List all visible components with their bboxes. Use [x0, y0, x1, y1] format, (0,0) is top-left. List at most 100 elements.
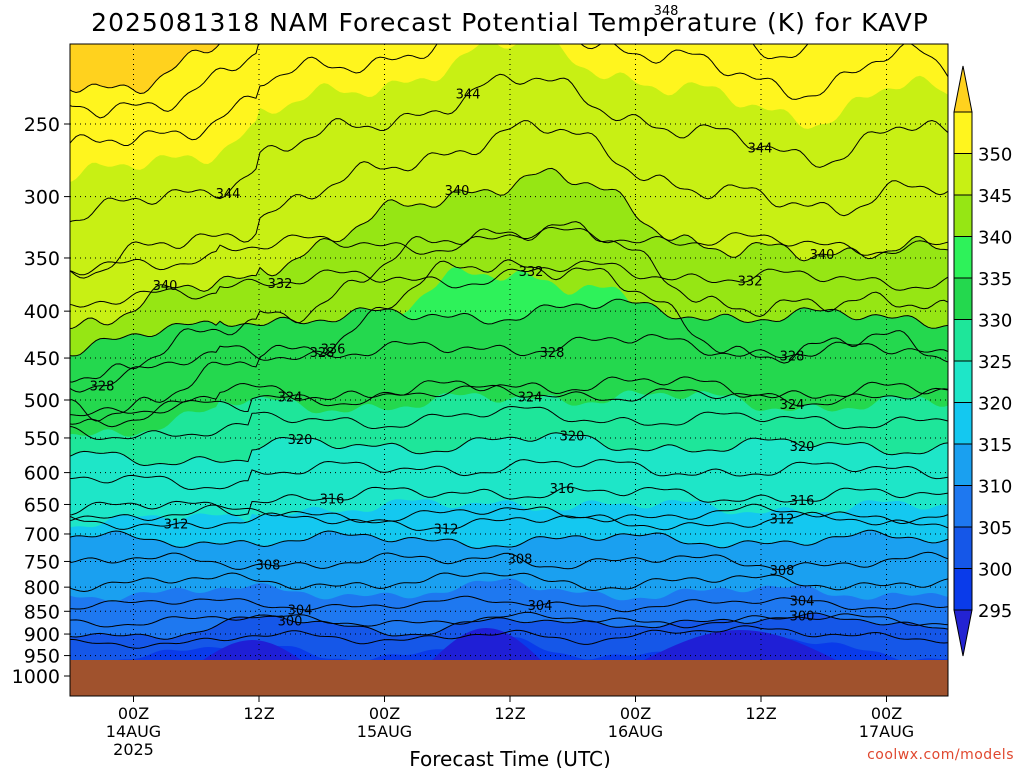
colorbar-box	[953, 277, 973, 320]
x-tick-label-time: 00Z	[118, 704, 149, 723]
contour-label: 324	[278, 390, 303, 405]
y-tick-label: 650	[24, 494, 60, 516]
isotherm-line	[70, 625, 948, 649]
colorbar-box	[953, 319, 973, 362]
colorbar-label: 325	[978, 352, 1012, 373]
isotherm-line	[70, 333, 948, 393]
isotherm-line	[70, 298, 948, 357]
colorbar-label: 310	[978, 477, 1012, 498]
colorbar-triangle-high	[953, 65, 973, 113]
contour-label: 344	[748, 142, 773, 157]
isotherm-line	[70, 44, 948, 146]
contour-label: 312	[164, 518, 189, 533]
contour-label: 328	[780, 349, 805, 364]
contour-label: 320	[790, 440, 815, 455]
grid-lines	[70, 44, 948, 696]
colorbar-box	[953, 443, 973, 486]
cold-pool	[640, 630, 870, 662]
x-tick-label-date: 16AUG	[608, 722, 663, 741]
contour-label: 332	[519, 265, 544, 280]
colorbar-label: 335	[978, 269, 1012, 290]
y-tick-label: 700	[24, 524, 60, 546]
x-tick-label-date: 17AUG	[859, 722, 914, 741]
contour-label: 300	[790, 609, 815, 624]
colorbar-label: 350	[978, 145, 1012, 166]
colorbar-label: 330	[978, 311, 1012, 332]
contour-label: 300	[278, 614, 303, 629]
contour-label: 332	[738, 274, 763, 289]
contour-label: 316	[790, 494, 815, 509]
isotherm-line	[70, 486, 948, 517]
y-tick-label: 500	[24, 390, 60, 412]
contour-label: 340	[445, 184, 470, 199]
colorbar-box	[953, 568, 973, 611]
contour-label: 340	[810, 248, 835, 263]
isotherm-line	[70, 44, 221, 95]
colorbar-box	[953, 153, 973, 196]
y-tick-label: 550	[24, 428, 60, 450]
x-tick-label-time: 00Z	[369, 704, 400, 723]
isotherm-line	[70, 595, 948, 613]
x-tick-label-time: 12Z	[243, 704, 274, 723]
y-tick-label: 350	[24, 248, 60, 270]
isotherm-line	[70, 259, 948, 422]
isotherm-line	[70, 384, 948, 417]
chart-title: 2025081318 NAM Forecast Potential Temper…	[91, 8, 929, 37]
watermark: coolwx.com/models	[867, 747, 1014, 763]
colorbar-box	[953, 402, 973, 445]
colorbar-box	[953, 485, 973, 528]
contour-label: 316	[550, 482, 575, 497]
contour-label: 348	[654, 4, 679, 19]
contour-label: 344	[216, 187, 241, 202]
colorbar-label: 340	[978, 228, 1012, 249]
colorbar-box	[953, 236, 973, 279]
isotherm-line	[70, 226, 948, 276]
colorbar-label: 320	[978, 394, 1012, 415]
isotherm-line	[70, 167, 948, 330]
contour-label: 328	[310, 346, 335, 361]
contour-label: 324	[518, 390, 543, 405]
contour-label: 308	[256, 559, 281, 574]
colorbar-label: 305	[978, 518, 1012, 539]
contour-labels: 344 348 344 344 340 340 340 336 332 332 332 328 328 3…	[90, 4, 835, 629]
contour-label: 336	[321, 343, 346, 358]
contour-label: 320	[288, 433, 313, 448]
isotherm-line	[70, 73, 948, 223]
isolines	[70, 44, 948, 649]
ground-layer	[70, 660, 948, 696]
y-tick-label: 400	[24, 301, 60, 323]
contour-label: 304	[288, 603, 313, 618]
colorbar-label: 345	[978, 186, 1012, 207]
contour-label: 344	[456, 87, 481, 102]
y-tick-label: 450	[24, 348, 60, 370]
isotherm-line	[70, 432, 948, 467]
contour-label: 316	[320, 492, 345, 507]
isotherm-line	[70, 405, 948, 441]
isotherm-line	[70, 611, 948, 629]
y-tick-label: 850	[24, 601, 60, 623]
x-tick-label-time: 00Z	[620, 704, 651, 723]
isotherm-line	[70, 459, 948, 491]
y-tick-label: 600	[24, 463, 60, 485]
x-axis-label: Forecast Time (UTC)	[409, 747, 611, 768]
contour-label: 304	[790, 595, 815, 610]
x-tick-label-date: 15AUG	[357, 722, 412, 741]
isotherm-line	[70, 44, 809, 119]
isotherm-line	[70, 511, 948, 531]
x-tick-label-year: 2025	[113, 740, 154, 759]
isotherm-line	[70, 376, 948, 428]
contour-label: 328	[90, 380, 115, 395]
colorbar-box	[953, 194, 973, 237]
isotherm-line	[70, 572, 948, 593]
plot-frame	[69, 43, 949, 697]
contour-label: 312	[434, 523, 459, 538]
isotherm-line	[70, 120, 948, 279]
y-axis: 2503003504004505005506006507007508008509…	[12, 114, 70, 688]
isotherm-line	[70, 260, 948, 308]
y-tick-label: 300	[24, 187, 60, 209]
x-tick-label-time: 12Z	[745, 704, 776, 723]
y-tick-label: 1000	[12, 666, 60, 688]
colorbar-label: 300	[978, 560, 1012, 581]
y-tick-label: 950	[24, 646, 60, 668]
